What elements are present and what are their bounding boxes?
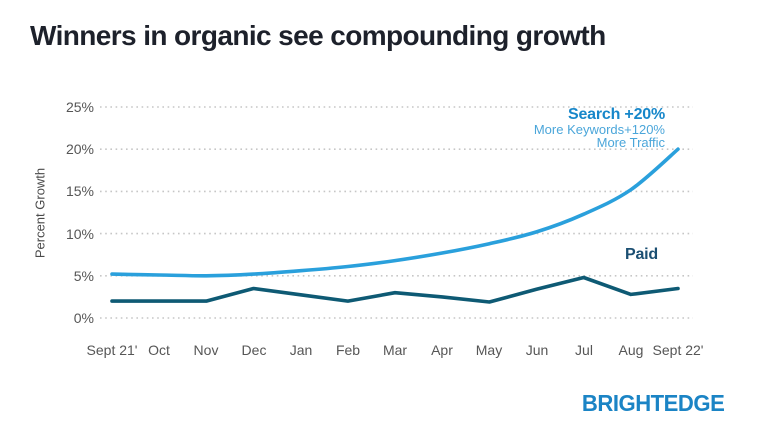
y-tick-label: 0% xyxy=(73,310,94,326)
search-annotation-line2: More Keywords+120% xyxy=(533,122,665,137)
y-tick-label: 10% xyxy=(65,226,94,242)
x-tick-label: Mar xyxy=(382,342,408,358)
y-tick-label: 25% xyxy=(65,99,94,115)
x-tick-label: Sept 22' xyxy=(652,342,704,358)
x-tick-label: Apr xyxy=(431,342,453,358)
paid-line xyxy=(110,275,680,304)
y-tick-label: 5% xyxy=(73,268,94,284)
search-line xyxy=(110,147,680,278)
x-tick-label: May xyxy=(475,342,503,358)
x-tick-label: Feb xyxy=(335,342,361,358)
x-tick-label: Aug xyxy=(618,342,644,358)
x-tick-label: Jul xyxy=(575,342,593,358)
paid-annotation: Paid xyxy=(625,246,658,263)
search-annotation-line3: More Traffic xyxy=(596,135,665,150)
search-annotation: Search +20% More Keywords+120% More Traf… xyxy=(400,106,665,149)
x-tick-label: Sept 21' xyxy=(86,342,138,358)
brightedge-logo: BRIGHTEDGE xyxy=(581,390,725,416)
x-tick-label: Jan xyxy=(289,342,313,358)
y-tick-label: 20% xyxy=(65,141,94,157)
search-annotation-line1: Search +20% xyxy=(568,106,665,123)
x-tick-label: Oct xyxy=(148,342,170,358)
x-tick-label: Dec xyxy=(241,342,267,358)
y-tick-label: 15% xyxy=(65,183,94,199)
x-tick-label: Nov xyxy=(193,342,219,358)
x-tick-label: Jun xyxy=(525,342,549,358)
page-title: Winners in organic see compounding growt… xyxy=(30,20,606,51)
